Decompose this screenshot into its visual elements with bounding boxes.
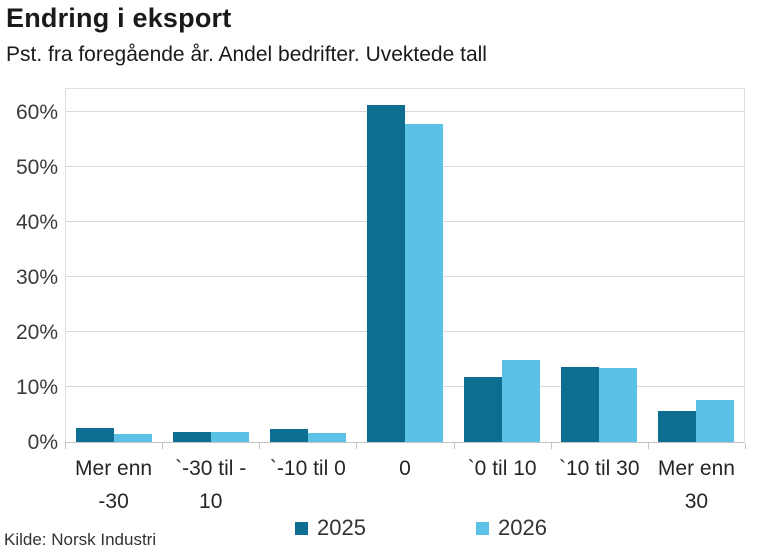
x-axis-tick (745, 443, 746, 449)
y-tick-label: 40% (15, 210, 58, 234)
y-tick-label: 30% (15, 265, 58, 289)
bar-2025 (270, 428, 309, 442)
category-column (163, 89, 260, 442)
chart-legend: 2025 2026 (81, 516, 761, 540)
bar-2025 (367, 104, 405, 442)
category-column (260, 89, 357, 442)
x-category-label: `10 til 30 (559, 457, 640, 480)
legend-item: 2025 (295, 516, 366, 540)
x-category-label: Mer enn -30 (75, 457, 153, 513)
bar-2026 (695, 399, 734, 442)
legend-label: 2025 (317, 515, 366, 540)
category-column (647, 89, 744, 442)
bar-2025 (463, 377, 502, 442)
y-tick-label: 60% (15, 100, 58, 124)
x-category-label: `-30 til - 10 (175, 457, 247, 513)
y-tick-label: 20% (15, 320, 58, 344)
x-category-label: `-10 til 0 (269, 457, 346, 480)
category-column (453, 89, 550, 442)
x-axis-tick (550, 443, 552, 449)
category-column (66, 89, 163, 442)
x-axis-tick (65, 443, 66, 449)
x-category-label: Mer enn 30 (657, 457, 735, 513)
legend-swatch-icon (476, 521, 489, 535)
bar-2026 (598, 368, 637, 442)
bar-2025 (173, 431, 212, 442)
plot-area (65, 88, 745, 443)
bar-2026 (501, 360, 540, 442)
x-category-label: `0 til 10 (467, 457, 537, 480)
y-tick-label: 10% (15, 375, 58, 399)
bar-2026 (308, 432, 347, 442)
x-axis-tick (162, 443, 164, 449)
legend-item: 2026 (476, 516, 547, 540)
bar-2025 (76, 427, 115, 442)
y-tick-label: 0% (27, 431, 58, 454)
x-axis-tick (453, 443, 455, 449)
x-axis-tick (356, 443, 358, 449)
x-category-label: 0 (399, 457, 411, 480)
x-axis-labels: Mer enn -30 `-30 til - 10 `-10 til 0 0 `0 ti… (65, 452, 745, 518)
category-column (550, 89, 647, 442)
source-note: Kilde: Norsk Industri (4, 530, 157, 545)
bar-2026 (114, 433, 153, 442)
y-tick-label: 50% (15, 155, 58, 179)
bar-2025 (657, 410, 696, 442)
chart-title: Endring i eksport (6, 3, 232, 33)
bar-2026 (211, 431, 250, 442)
x-axis-tick (259, 443, 261, 449)
legend-swatch-icon (295, 521, 309, 535)
bar-2026 (405, 123, 443, 442)
category-column (357, 89, 454, 442)
legend-label: 2026 (498, 515, 547, 540)
x-axis-tick (647, 443, 649, 449)
bar-2025 (560, 367, 599, 442)
chart-subtitle: Pst. fra foregående år. Andel bedrifter.… (6, 43, 487, 66)
gridline (66, 110, 744, 112)
